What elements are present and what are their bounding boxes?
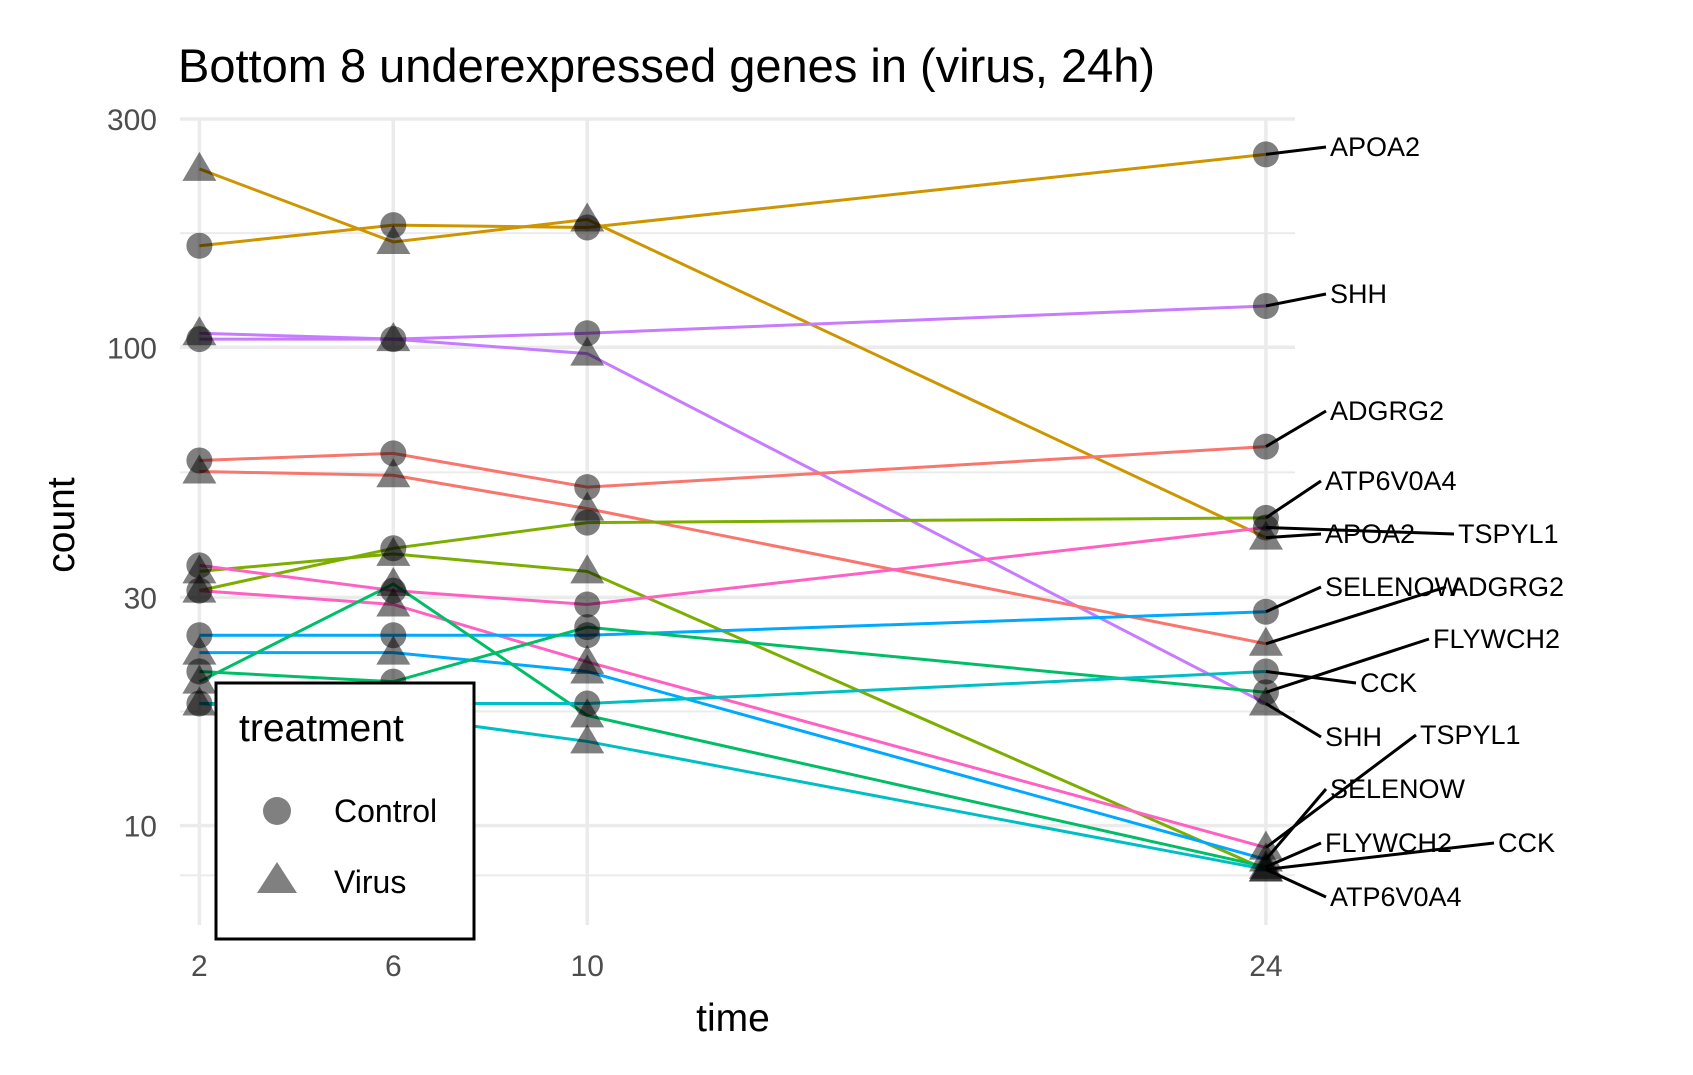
x-tick-label: 6 [385,950,402,983]
point-control [574,474,601,501]
y-tick-label: 30 [124,582,157,615]
annotation-label: SHH [1325,722,1382,752]
legend: treatment Control Virus [214,681,476,941]
series-line-adgrg2-virus [199,469,1267,646]
annotation-leader [1265,841,1322,869]
legend-label-virus: Virus [334,864,406,900]
chart-title: Bottom 8 underexpressed genes in (virus,… [178,39,1155,92]
series-line-selenow-control [199,610,1266,637]
y-tick-label: 300 [107,104,157,137]
point-control [574,320,601,347]
point-virus [182,664,217,694]
point-control [574,509,601,536]
series-line-atp6v0a4-virus [199,552,1267,871]
gene-annotations: APOA2 SHH ADGRG2 ATP6V0A4 APOA2 TSPYL1 SELENOW… [1264,132,1564,912]
annotation-leader [1265,637,1430,694]
annotation-leader [1265,670,1357,685]
series-line-tspyl1-virus [199,589,1267,850]
series-line-selenow-virus [199,651,1267,861]
point-virus [376,458,411,488]
annotation-label: TSPYL1 [1420,720,1521,750]
point-virus [182,686,217,716]
legend-box [214,681,476,941]
point-virus [1248,626,1283,656]
point-virus [182,316,217,346]
series-line-shh-virus [199,331,1267,705]
annotation-leader [1265,409,1327,448]
annotation-label: ADGRG2 [1330,396,1444,426]
series-line-tspyl1-control [199,526,1267,606]
point-virus [376,635,411,665]
legend-circle-marker [263,797,291,825]
point-virus [182,635,217,665]
annotation-leader [1265,868,1327,899]
point-virus [182,454,217,484]
annotation-leader [1265,702,1322,739]
x-axis-title: time [696,997,770,1040]
legend-title: treatment [239,707,404,750]
annotation-label: ADGRG2 [1450,572,1564,602]
series-line-adgrg2-control [199,445,1267,489]
annotation-leader [1265,526,1455,536]
annotation-leader [1264,788,1328,861]
point-virus [182,573,217,603]
point-virus [376,587,411,617]
point-control [186,552,213,579]
point-control [574,690,601,717]
y-tick-label: 100 [107,332,157,365]
x-axis-ticks: 2 6 10 24 [191,950,1283,983]
point-virus [182,151,217,181]
y-tick-label: 10 [124,811,157,844]
x-tick-label: 2 [191,950,208,983]
annotation-label: ATP6V0A4 [1325,466,1457,496]
series-line-flywch2-virus [198,582,1267,869]
legend-label-control: Control [334,793,437,829]
point-virus [570,336,605,366]
annotation-label: ATP6V0A4 [1330,882,1462,912]
point-virus [570,724,605,754]
annotation-leader [1265,145,1327,156]
legend-triangle-marker [257,862,297,893]
annotation-leader [1265,479,1322,520]
point-control [186,622,213,649]
annotation-label: FLYWCH2 [1433,624,1560,654]
annotation-leader [1265,292,1327,308]
point-control [574,614,601,641]
annotation-label: APOA2 [1325,519,1415,549]
y-axis-ticks: 10 30 100 300 [107,104,157,844]
series-line-apoa2-virus [198,167,1267,540]
series-line-apoa2-control [199,152,1267,248]
x-tick-label: 10 [571,950,604,983]
annotation-label: APOA2 [1330,132,1420,162]
point-control [574,591,601,618]
y-axis-title: count [40,477,83,573]
annotation-leader [1265,585,1447,646]
point-virus [376,224,411,254]
annotation-label: CCK [1498,828,1555,858]
annotation-leader [1265,532,1322,540]
point-control [186,232,213,259]
x-tick-label: 24 [1249,950,1282,983]
annotation-label: SELENOW [1330,774,1466,804]
annotation-leader [1265,841,1495,871]
annotation-leader [1265,585,1322,614]
annotation-label: TSPYL1 [1458,519,1559,549]
annotation-label: CCK [1360,668,1417,698]
series-line-shh-control [199,304,1266,341]
series-line-atp6v0a4-control [199,516,1266,593]
annotation-label: SELENOW [1325,572,1461,602]
series-line-flywch2-control [199,625,1267,694]
annotation-label: SHH [1330,279,1387,309]
annotation-label: FLYWCH2 [1325,828,1452,858]
point-virus [570,654,605,684]
point-virus [376,536,411,566]
point-control [380,440,407,467]
point-virus [570,202,605,232]
point-virus [376,567,411,597]
point-control [380,622,407,649]
point-virus [376,322,411,352]
point-virus [570,554,605,584]
